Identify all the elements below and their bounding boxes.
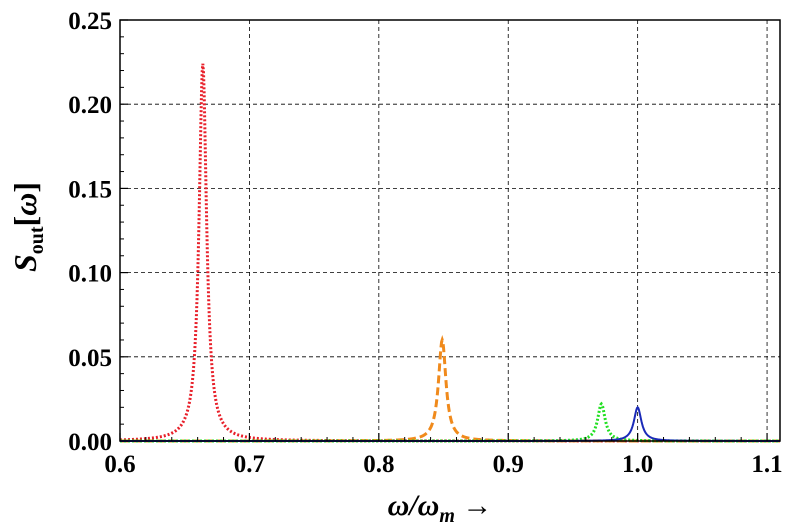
x-tick-label: 0.9 [493,451,524,478]
x-tick-label: 1.0 [622,451,653,478]
x-axis-title: ω/ωm → [388,489,493,527]
grid [120,20,780,441]
ticks [119,19,768,442]
tick-labels: 0.6 0.7 0.8 0.9 1.0 1.1 0.00 0.05 0.10 0.15 0.20 0.… [68,8,782,478]
y-tick-label: 0.10 [68,261,112,288]
x-tick-label: 0.6 [104,451,135,478]
y-tick-label: 0.25 [68,8,112,35]
y-tick-label: 0.15 [68,176,112,203]
y-axis-title: Sout[ω] [7,182,48,272]
plot-frame [119,19,781,442]
y-tick-label: 0.05 [68,345,112,372]
series-group [119,63,780,443]
y-tick-label: 0.00 [68,429,112,456]
x-tick-label: 0.7 [234,451,265,478]
series-line-1 [119,63,780,443]
x-tick-label: 0.8 [363,451,394,478]
y-tick-label: 0.20 [68,92,112,119]
series-line-2 [120,335,780,443]
x-tick-label: 1.1 [751,451,782,478]
